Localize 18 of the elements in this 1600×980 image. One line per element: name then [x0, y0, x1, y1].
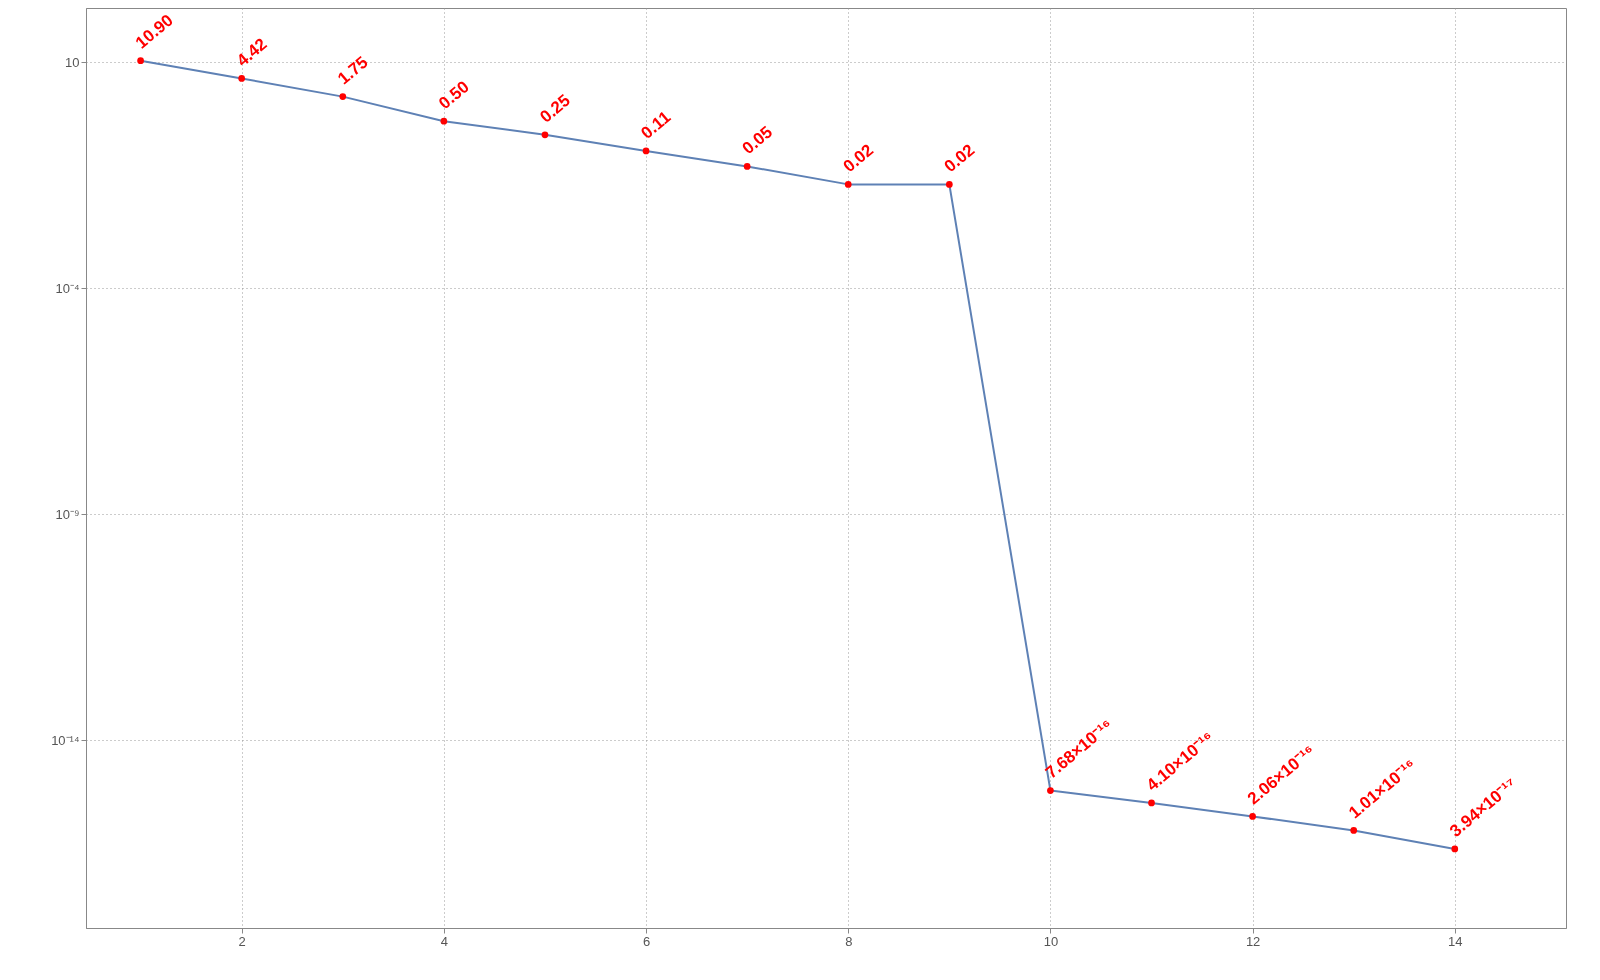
data-label: 4.42 — [233, 34, 271, 71]
x-tick-label: 2 — [238, 933, 246, 949]
y-tick-label: 10⁻⁴ — [55, 280, 80, 296]
x-tick-label: 10 — [1043, 933, 1059, 949]
y-tick-label: 10⁻¹⁴ — [51, 732, 80, 748]
data-label: 0.50 — [435, 77, 473, 113]
data-label: 0.25 — [536, 90, 574, 127]
x-tick-label: 8 — [845, 933, 853, 949]
x-tick-label: 12 — [1245, 933, 1261, 949]
data-label: 0.11 — [637, 107, 675, 143]
data-label: 0.02 — [940, 140, 979, 177]
data-label: 0.02 — [839, 140, 878, 177]
x-tick-label: 14 — [1448, 933, 1463, 949]
y-tick-label: 10 — [65, 54, 80, 70]
data-label: 0.05 — [738, 122, 777, 159]
y-tick-label: 10⁻⁹ — [55, 506, 80, 522]
x-tick-label: 4 — [440, 933, 448, 949]
x-tick-label: 6 — [642, 933, 651, 949]
